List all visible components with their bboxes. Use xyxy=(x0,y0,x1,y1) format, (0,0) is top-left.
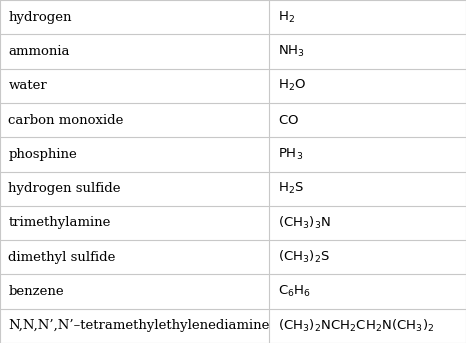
Text: $\mathrm{H_2S}$: $\mathrm{H_2S}$ xyxy=(278,181,304,196)
Text: carbon monoxide: carbon monoxide xyxy=(8,114,124,127)
Text: $\mathrm{NH_3}$: $\mathrm{NH_3}$ xyxy=(278,44,305,59)
Text: $\mathrm{(CH_3)_2NCH_2CH_2N(CH_3)_2}$: $\mathrm{(CH_3)_2NCH_2CH_2N(CH_3)_2}$ xyxy=(278,318,434,334)
Text: $\mathrm{H_2}$: $\mathrm{H_2}$ xyxy=(278,10,295,25)
Text: $\mathrm{CO}$: $\mathrm{CO}$ xyxy=(278,114,299,127)
Text: benzene: benzene xyxy=(8,285,64,298)
Text: $\mathrm{(CH_3)_3N}$: $\mathrm{(CH_3)_3N}$ xyxy=(278,215,330,231)
Text: hydrogen sulfide: hydrogen sulfide xyxy=(8,182,121,195)
Text: phosphine: phosphine xyxy=(8,148,77,161)
Text: N,N,N’,N’–tetramethylethylenediamine: N,N,N’,N’–tetramethylethylenediamine xyxy=(8,319,270,332)
Text: dimethyl sulfide: dimethyl sulfide xyxy=(8,251,116,264)
Text: trimethylamine: trimethylamine xyxy=(8,216,111,229)
Text: hydrogen: hydrogen xyxy=(8,11,72,24)
Text: $\mathrm{C_6H_6}$: $\mathrm{C_6H_6}$ xyxy=(278,284,311,299)
Text: water: water xyxy=(8,79,47,92)
Text: $\mathrm{H_2O}$: $\mathrm{H_2O}$ xyxy=(278,78,306,93)
Text: $\mathrm{PH_3}$: $\mathrm{PH_3}$ xyxy=(278,147,303,162)
Text: ammonia: ammonia xyxy=(8,45,70,58)
Text: $\mathrm{(CH_3)_2S}$: $\mathrm{(CH_3)_2S}$ xyxy=(278,249,329,265)
